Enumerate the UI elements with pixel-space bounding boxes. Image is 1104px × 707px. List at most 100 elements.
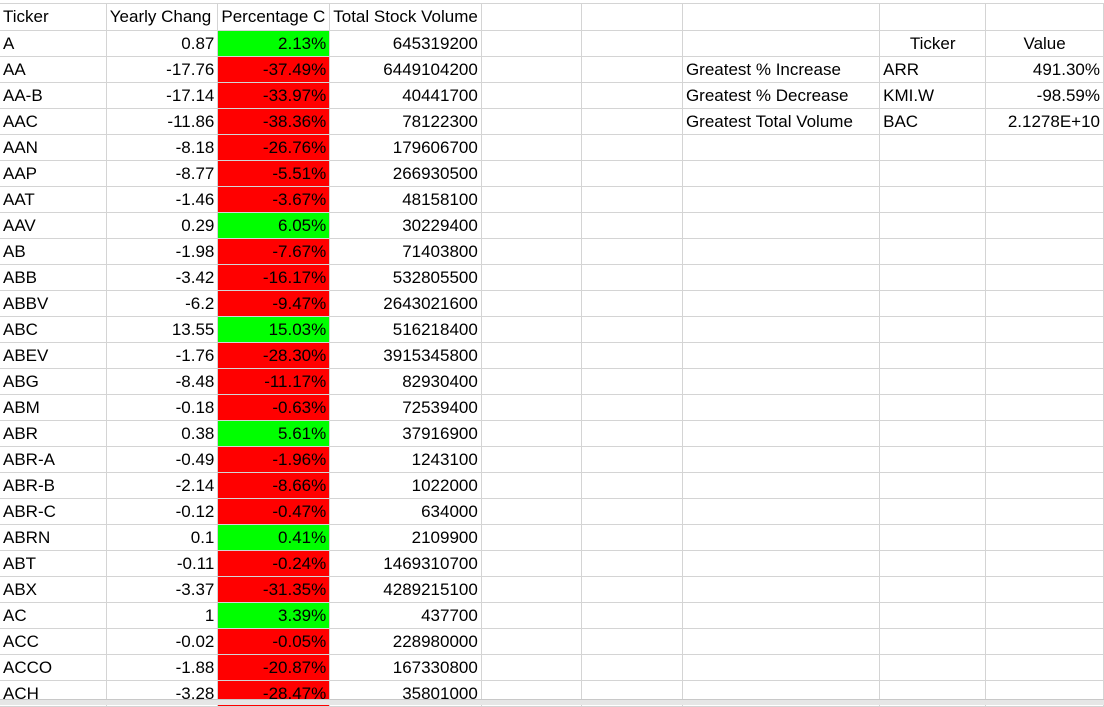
empty-cell[interactable] [879,186,987,213]
empty-cell[interactable] [879,134,987,161]
empty-cell[interactable] [682,238,881,265]
total-volume-cell[interactable]: 40441700 [329,82,482,109]
ticker-cell[interactable]: AAT [0,186,107,213]
empty-cell[interactable] [682,134,881,161]
yearly-change-cell[interactable]: -8.18 [106,134,219,161]
empty-cell[interactable] [481,4,583,31]
empty-cell[interactable] [879,654,987,681]
empty-cell[interactable] [879,290,987,317]
empty-cell[interactable] [985,602,1104,629]
empty-cell[interactable] [879,498,987,525]
empty-cell[interactable] [481,316,583,343]
total-volume-cell[interactable]: 179606700 [329,134,482,161]
total-volume-cell[interactable]: 37916900 [329,420,482,447]
ticker-cell[interactable]: ABT [0,550,107,577]
empty-cell[interactable] [682,186,881,213]
empty-cell[interactable] [481,56,583,83]
percent-change-cell[interactable]: -7.67% [217,238,331,265]
spreadsheet-grid[interactable]: Ticker Yearly Chang Percentage C Total Stoc… [0,4,1104,707]
empty-cell[interactable] [481,134,583,161]
empty-cell[interactable] [879,602,987,629]
percent-change-cell[interactable]: -11.17% [217,368,331,395]
yearly-change-cell[interactable]: 0.38 [106,420,219,447]
percent-change-cell[interactable]: 5.61% [217,420,331,447]
yearly-change-cell[interactable]: 0.87 [106,30,219,57]
yearly-change-cell[interactable]: -11.86 [106,108,219,135]
percent-change-cell[interactable]: -28.30% [217,342,331,369]
percent-change-cell[interactable]: 2.13% [217,30,331,57]
empty-cell[interactable] [581,30,683,57]
empty-cell[interactable] [879,316,987,343]
percent-change-cell[interactable]: 15.03% [217,316,331,343]
summary-label[interactable]: Greatest % Decrease [682,82,881,109]
total-volume-cell[interactable]: 645319200 [329,30,482,57]
yearly-change-cell[interactable]: -3.37 [106,576,219,603]
empty-cell[interactable] [682,524,881,551]
empty-cell[interactable] [879,160,987,187]
empty-cell[interactable] [481,82,583,109]
empty-cell[interactable] [985,524,1104,551]
ticker-cell[interactable]: AC [0,602,107,629]
percent-change-cell[interactable]: -0.47% [217,498,331,525]
empty-cell[interactable] [581,56,683,83]
empty-cell[interactable] [879,4,987,31]
total-volume-cell[interactable]: 1243100 [329,446,482,473]
empty-cell[interactable] [481,264,583,291]
yearly-change-cell[interactable]: -1.88 [106,654,219,681]
empty-cell[interactable] [682,498,881,525]
empty-cell[interactable] [682,342,881,369]
total-volume-cell[interactable]: 228980000 [329,628,482,655]
summary-ticker[interactable]: ARR [879,56,987,83]
ticker-cell[interactable]: ABM [0,394,107,421]
empty-cell[interactable] [581,342,683,369]
total-volume-cell[interactable]: 48158100 [329,186,482,213]
total-volume-cell[interactable]: 30229400 [329,212,482,239]
total-volume-cell[interactable]: 4289215100 [329,576,482,603]
total-volume-cell[interactable]: 516218400 [329,316,482,343]
yearly-change-cell[interactable]: -0.11 [106,550,219,577]
empty-cell[interactable] [879,576,987,603]
empty-cell[interactable] [985,368,1104,395]
empty-cell[interactable] [879,264,987,291]
empty-cell[interactable] [481,420,583,447]
empty-cell[interactable] [481,550,583,577]
empty-cell[interactable] [581,498,683,525]
summary-ticker[interactable]: BAC [879,108,987,135]
total-volume-cell[interactable]: 1022000 [329,472,482,499]
yearly-change-cell[interactable]: -1.98 [106,238,219,265]
empty-cell[interactable] [581,368,683,395]
empty-cell[interactable] [985,342,1104,369]
percent-change-cell[interactable]: -5.51% [217,160,331,187]
yearly-change-cell[interactable]: -8.48 [106,368,219,395]
empty-cell[interactable] [581,420,683,447]
ticker-cell[interactable]: AA [0,56,107,83]
yearly-change-cell[interactable]: -3.42 [106,264,219,291]
empty-cell[interactable] [879,238,987,265]
yearly-change-cell[interactable]: -1.46 [106,186,219,213]
ticker-cell[interactable]: AAC [0,108,107,135]
empty-cell[interactable] [985,290,1104,317]
empty-cell[interactable] [581,264,683,291]
empty-cell[interactable] [985,446,1104,473]
ticker-cell[interactable]: ABR-A [0,446,107,473]
empty-cell[interactable] [985,186,1104,213]
ticker-cell[interactable]: A [0,30,107,57]
total-volume-cell[interactable]: 82930400 [329,368,482,395]
empty-cell[interactable] [985,628,1104,655]
summary-value[interactable]: 2.1278E+10 [985,108,1104,135]
empty-cell[interactable] [581,316,683,343]
empty-cell[interactable] [879,212,987,239]
empty-cell[interactable] [682,420,881,447]
empty-cell[interactable] [985,550,1104,577]
total-volume-cell[interactable]: 532805500 [329,264,482,291]
empty-cell[interactable] [481,472,583,499]
yearly-change-cell[interactable]: 0.1 [106,524,219,551]
empty-cell[interactable] [682,446,881,473]
empty-cell[interactable] [682,394,881,421]
header-total-volume[interactable]: Total Stock Volume [329,4,482,31]
ticker-cell[interactable]: ABR-B [0,472,107,499]
empty-cell[interactable] [879,524,987,551]
ticker-cell[interactable]: ABB [0,264,107,291]
empty-cell[interactable] [581,4,683,31]
percent-change-cell[interactable]: -31.35% [217,576,331,603]
